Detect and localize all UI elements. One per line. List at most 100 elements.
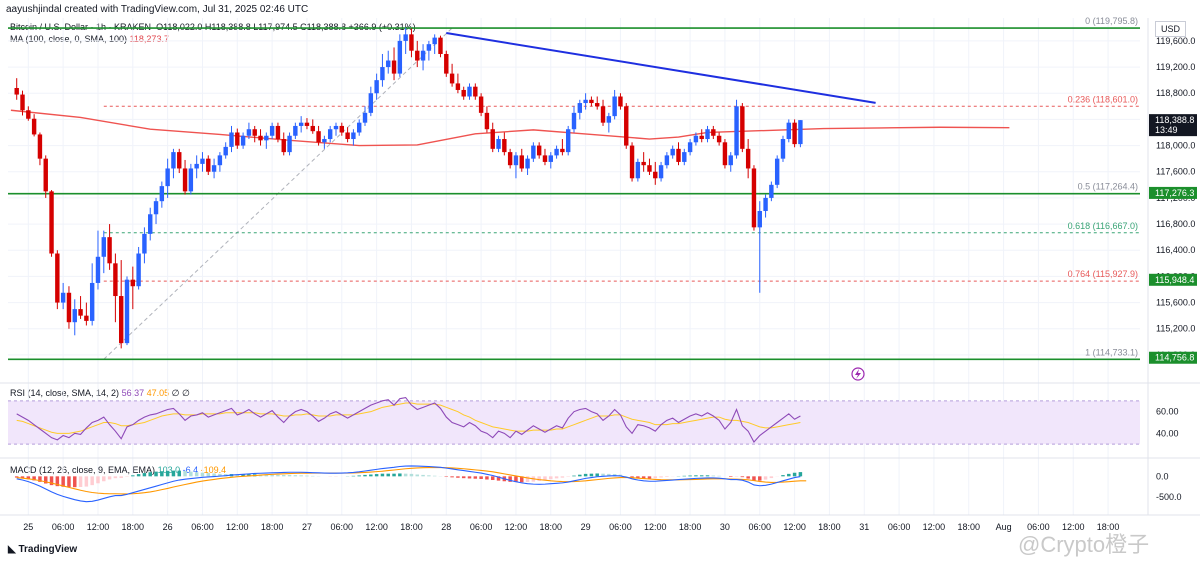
rsi-sma-line (16, 402, 801, 434)
lightning-icon-bolt (855, 369, 861, 379)
x-tick-label: 06:00 (470, 522, 493, 532)
candle-body (60, 292, 66, 303)
candle-body (606, 116, 612, 123)
candle-body (624, 106, 629, 146)
candle-body (577, 103, 583, 113)
candle-body (14, 88, 19, 95)
tradingview-logo[interactable]: ◣ TradingView (8, 544, 78, 555)
candle-body (769, 184, 774, 198)
y-tick-label: 119,200.0 (1156, 62, 1195, 72)
x-tick-label: 30 (720, 522, 730, 532)
candle-body (525, 158, 530, 169)
candle-body (507, 152, 513, 166)
candle-body (531, 145, 536, 159)
x-tick-label: 18:00 (818, 522, 841, 532)
symbol-legend[interactable]: Bitcoin / U.S. Dollar · 1h · KRAKEN O118… (10, 22, 416, 32)
rsi-band (8, 400, 1140, 445)
candle-body (200, 158, 205, 164)
candle-body (136, 253, 141, 287)
candle-body (455, 83, 461, 90)
x-tick-label: 18:00 (400, 522, 423, 532)
candle-body (130, 279, 136, 287)
candle-body (84, 315, 89, 321)
price-tag-label: 114,756.8 (1155, 353, 1194, 363)
price-tag-label: 115,948.4 (1155, 275, 1194, 285)
candle-body (107, 237, 112, 264)
currency-button[interactable]: USD (1155, 21, 1187, 37)
x-tick-label: 27 (302, 522, 312, 532)
candle-body (444, 53, 449, 74)
candle-body (188, 168, 194, 192)
x-tick-label: 06:00 (609, 522, 632, 532)
candle-body (118, 296, 124, 344)
rsi-extra: ∅ ∅ (171, 388, 190, 398)
ma100-line (10, 109, 1010, 147)
candle-body (560, 148, 565, 153)
candle-body (298, 122, 304, 126)
watermark-text: @Crypto橙子 (1018, 532, 1150, 557)
candle-body (774, 158, 780, 185)
candle-body (513, 155, 519, 166)
candle-body (217, 155, 223, 166)
candle-body (438, 37, 443, 54)
candle-body (159, 186, 165, 202)
candle-body (240, 135, 246, 146)
price-tag-label: 118,388.8 (1155, 115, 1194, 125)
x-tick-label: 12:00 (783, 522, 806, 532)
x-tick-label: 29 (581, 522, 591, 532)
candle-body (687, 142, 693, 153)
candle-body (409, 34, 414, 51)
price-tag-countdown: 13:49 (1155, 125, 1178, 135)
candle-body (502, 139, 507, 153)
candle-body (711, 129, 716, 136)
candle-body (362, 112, 368, 123)
tradingview-wordmark: TradingView (18, 544, 78, 555)
candle-body (142, 233, 147, 254)
candle-body (536, 145, 542, 156)
fib-level-label: 0.236 (118,601.0) (1068, 94, 1138, 104)
macd-line (16, 465, 801, 503)
candle-body (658, 165, 664, 179)
x-tick-label: 25 (23, 522, 33, 532)
candle-body (496, 139, 501, 149)
y-tick-label: 116,800.0 (1156, 219, 1195, 229)
candle-body (716, 135, 722, 143)
candle-body (467, 86, 472, 97)
x-tick-label: 31 (859, 522, 869, 532)
candle-body (693, 135, 699, 143)
candle-body (629, 145, 635, 179)
x-tick-label: Aug (996, 522, 1012, 532)
candle-body (78, 309, 83, 316)
candle-body (670, 148, 675, 156)
candle-body (740, 106, 745, 149)
x-tick-label: 06:00 (191, 522, 214, 532)
candle-body (49, 191, 54, 254)
candle-body (415, 50, 420, 61)
y-tick-label: 117,600.0 (1156, 167, 1195, 177)
candle-body (583, 99, 588, 104)
candle-body (72, 309, 77, 323)
lightning-icon (851, 367, 865, 381)
fib-level-label: 0.764 (115,927.9) (1068, 269, 1138, 279)
macd-legend[interactable]: MACD (12, 26, close, 9, EMA, EMA) 103.0 … (10, 465, 226, 475)
candle-body (647, 165, 652, 172)
candle-body (397, 40, 403, 74)
candle-body (484, 112, 490, 130)
y-tick-label: 115,600.0 (1156, 298, 1195, 308)
candle-body (211, 165, 217, 172)
price-tag (1149, 273, 1197, 286)
candle-body (449, 73, 455, 84)
candle-body (403, 34, 408, 41)
candle-body (316, 131, 321, 143)
x-tick-label: 28 (441, 522, 451, 532)
ma-legend[interactable]: MA (100, close, 0, SMA, 100) 118,273.7 (10, 34, 169, 44)
candle-body (269, 125, 275, 136)
candle-body (148, 214, 153, 234)
rsi-tick-label: 60.00 (1156, 407, 1179, 417)
candle-body (612, 96, 617, 117)
symbol-name: Bitcoin / U.S. Dollar · 1h · KRAKEN (10, 22, 152, 32)
x-tick-label: 18:00 (261, 522, 284, 532)
candle-body (304, 122, 310, 126)
candle-body (554, 148, 559, 156)
